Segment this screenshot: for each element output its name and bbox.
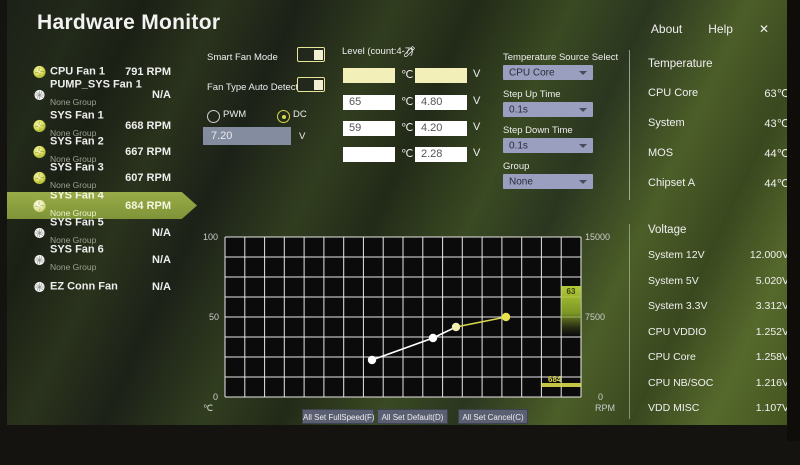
svg-text:63: 63 (567, 287, 576, 296)
svg-text:684: 684 (548, 375, 562, 384)
